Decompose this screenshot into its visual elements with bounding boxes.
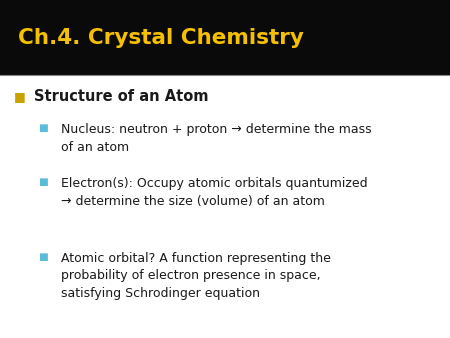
- Text: ■: ■: [38, 252, 48, 262]
- Text: ■: ■: [38, 177, 48, 188]
- Text: ■: ■: [14, 90, 25, 103]
- Text: Structure of an Atom: Structure of an Atom: [34, 89, 208, 104]
- Text: Ch.4. Crystal Chemistry: Ch.4. Crystal Chemistry: [18, 27, 304, 48]
- Text: Atomic orbital? A function representing the
probability of electron presence in : Atomic orbital? A function representing …: [61, 252, 331, 300]
- Text: Nucleus: neutron + proton → determine the mass
of an atom: Nucleus: neutron + proton → determine th…: [61, 123, 371, 154]
- Bar: [0, 0, 450, 75]
- Text: Electron(s): Occupy atomic orbitals quantumized
→ determine the size (volume) of: Electron(s): Occupy atomic orbitals quan…: [61, 177, 367, 208]
- Text: ■: ■: [38, 123, 48, 134]
